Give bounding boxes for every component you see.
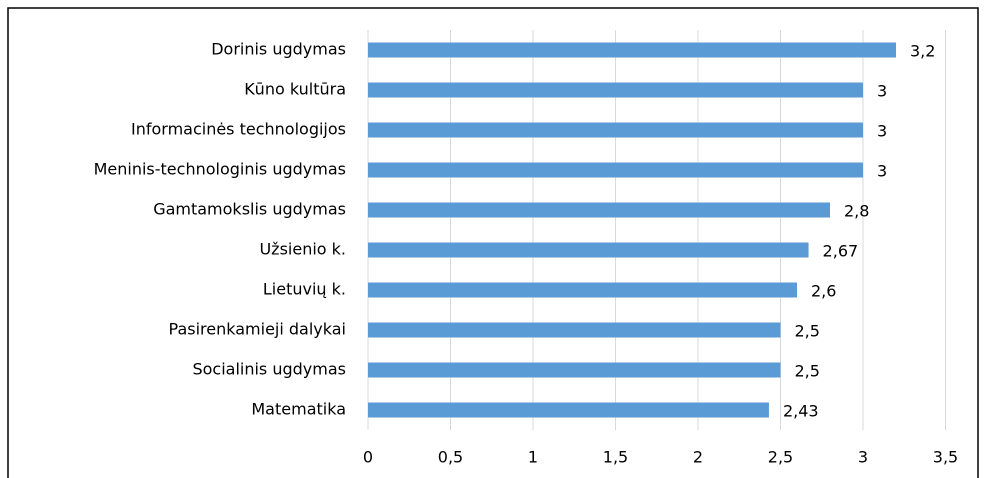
data-label: 2,8 [844,202,869,221]
data-label: 3 [877,82,887,101]
x-tick-label: 3 [858,448,868,467]
y-tick-label: Gamtamokslis ugdymas [153,200,346,219]
y-tick-label: Kūno kultūra [244,80,346,99]
x-tick-label: 3,5 [933,448,958,467]
bar [368,202,830,218]
frame [7,7,979,478]
bar [368,282,797,298]
bar [368,322,781,338]
data-label: 3 [877,122,887,141]
bar [368,42,896,58]
x-tick-label: 0,5 [438,448,463,467]
bar [368,122,863,138]
data-label: 2,6 [811,282,836,301]
bar [368,82,863,98]
x-tick-label: 0 [363,448,373,467]
x-tick-label: 1 [528,448,538,467]
data-label: 3 [877,162,887,181]
y-tick-label: Socialinis ugdymas [192,360,346,379]
x-tick-label: 2 [693,448,703,467]
y-tick-label: Informacinės technologijos [131,120,346,139]
data-label: 3,2 [910,42,935,61]
bar [368,362,781,378]
bar [368,402,769,418]
y-tick-label: Meninis-technologinis ugdymas [94,160,346,179]
bar [368,162,863,178]
y-tick-label: Matematika [251,400,346,419]
data-label: 2,5 [795,322,820,341]
y-tick-label: Lietuvių k. [263,280,346,299]
bar [368,242,809,258]
y-tick-label: Pasirenkamieji dalykai [169,320,346,339]
data-label: 2,67 [823,242,859,261]
data-label: 2,43 [783,402,819,421]
x-tick-label: 2,5 [768,448,793,467]
x-tick-label: 1,5 [603,448,628,467]
y-tick-label: Dorinis ugdymas [211,40,346,59]
y-tick-label: Užsienio k. [259,240,346,259]
data-label: 2,5 [795,362,820,381]
